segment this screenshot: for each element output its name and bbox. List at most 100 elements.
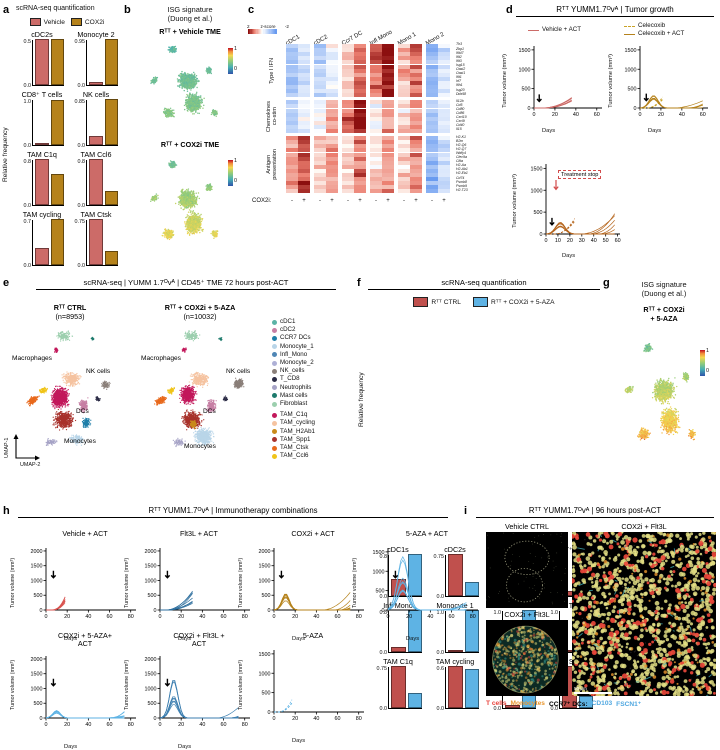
umap-axis-arrows — [13, 434, 40, 461]
y-axis — [32, 40, 33, 86]
heatmap-cell — [354, 68, 366, 73]
bar — [448, 666, 463, 708]
panel-i-legend-label: CD103 — [591, 700, 613, 707]
heatmap-cell — [286, 152, 298, 157]
heatmap-cell — [398, 168, 410, 173]
heatmap-cell — [382, 80, 394, 85]
heatmap-cell — [314, 185, 326, 190]
growth-chart-ylabel: Tumor volume (mm³) — [238, 557, 244, 609]
panel-i-letter: i — [464, 505, 468, 517]
heatmap-cell — [286, 64, 298, 69]
svg-text:20: 20 — [292, 614, 298, 620]
heatmap-cell — [370, 144, 382, 149]
act-arrow — [164, 678, 171, 687]
heatmap-cell — [398, 136, 410, 141]
svg-text:40: 40 — [427, 614, 433, 620]
growth-curve — [45, 711, 125, 719]
heatmap-gene-label: H2-Eb1 — [456, 171, 468, 176]
act-arrow — [549, 217, 555, 226]
y-tick-max: 0.8 — [23, 159, 32, 165]
heatmap-cell — [354, 120, 366, 125]
heatmap-cell — [342, 108, 354, 113]
heatmap-cell — [314, 68, 326, 73]
heatmap-gene-label: Isg15 — [456, 62, 465, 67]
heatmap-gene-label: B2m — [456, 138, 464, 143]
y-tick-min: 0.0 — [379, 594, 388, 600]
umap-scatter-canvas — [12, 322, 142, 462]
svg-text:60: 60 — [221, 722, 227, 728]
svg-text:30: 30 — [579, 238, 585, 244]
heatmap-cell — [410, 168, 422, 173]
legend-item: Infl_Mono — [272, 351, 356, 359]
umap-annotation-monocytes-ctrl: Monocytes — [64, 438, 96, 445]
heatmap-cell — [354, 164, 366, 169]
heatmap-scale-bar — [248, 29, 288, 34]
heatmap-cell — [438, 173, 450, 178]
heatmap-cell — [286, 93, 298, 98]
heatmap-cell — [438, 48, 450, 53]
bar — [35, 159, 49, 205]
heatmap-cell — [314, 124, 326, 129]
svg-text:0: 0 — [528, 106, 531, 112]
heatmap-cell — [410, 93, 422, 98]
heatmap-cell — [382, 136, 394, 141]
y-axis — [388, 555, 389, 597]
panel-a-charts: cDC2s 0.5 0.0 Monocyte 2 0.95 0.0 CD8⁺ T cells… — [18, 30, 122, 269]
heatmap-cell — [354, 124, 366, 129]
x-axis — [559, 708, 593, 709]
x-axis — [445, 596, 479, 597]
legend-item: TAM_H2Ab1 — [272, 428, 356, 436]
svg-text:20: 20 — [658, 112, 664, 118]
growth-chart-svg: 1500 1000 500 00 20 40 60 — [625, 46, 708, 118]
heatmap-condition-tick: - — [319, 197, 321, 204]
heatmap-cell — [426, 93, 438, 98]
heatmap-cell — [426, 104, 438, 109]
umap-scatter-canvas — [140, 150, 236, 255]
heatmap-cell — [298, 185, 310, 190]
legend-swatch-ctrl — [413, 297, 429, 307]
heatmap-cell — [326, 140, 338, 145]
heatmap-cell — [410, 76, 422, 81]
legend-item: Mast cells — [272, 392, 356, 400]
heatmap-cell — [426, 48, 438, 53]
legend-dot — [272, 437, 277, 443]
svg-text:40: 40 — [679, 112, 685, 118]
heatmap-cell — [410, 164, 422, 169]
heatmap-cell — [286, 185, 298, 190]
heatmap-cell — [326, 160, 338, 165]
heatmap-cell — [354, 152, 366, 157]
panel-i-legend: T cells Monocytes CCR7⁺ DCs: CD103 FSCN1⁺ — [486, 700, 718, 708]
heatmap-cell — [410, 89, 422, 94]
heatmap-cell — [286, 148, 298, 153]
legend-swatch-cox2i — [70, 18, 82, 26]
heatmap-cell — [326, 48, 338, 53]
svg-text:80: 80 — [242, 614, 248, 620]
heatmap-cell — [398, 85, 410, 90]
bar — [505, 704, 520, 708]
x-axis — [86, 85, 118, 86]
heatmap-gene-label: H2-T23 — [456, 187, 468, 192]
svg-text:1000: 1000 — [145, 578, 157, 584]
bar — [50, 219, 64, 265]
bar-chart-title: Infl Mono — [383, 601, 413, 610]
heatmap-cell — [410, 44, 422, 49]
legend-dot — [272, 327, 277, 333]
heatmap-cell — [342, 181, 354, 186]
growth-chart: 1500 1000 500 0 0 20 40 60 — [616, 40, 712, 126]
heatmap-cell — [426, 64, 438, 69]
svg-text:80: 80 — [128, 614, 134, 620]
heatmap-group-label: Antigen presentation — [266, 149, 278, 181]
heatmap-cell — [354, 144, 366, 149]
svg-text:60: 60 — [449, 614, 455, 620]
heatmap-cell — [326, 156, 338, 161]
heatmap-cell — [398, 48, 410, 53]
legend-item: Monocyte_2 — [272, 359, 356, 367]
heatmap-cell — [382, 156, 394, 161]
legend-label: CCR7 DCs — [280, 334, 311, 342]
heatmap-cell — [382, 64, 394, 69]
svg-text:1000: 1000 — [373, 569, 385, 575]
bar-chart-title: TAM cycling — [22, 210, 62, 219]
growth-chart-svg: 2000 1500 1000 500 00 20 40 60 80 — [145, 548, 250, 620]
heatmap-gene-label: Oasl2 — [456, 67, 466, 71]
